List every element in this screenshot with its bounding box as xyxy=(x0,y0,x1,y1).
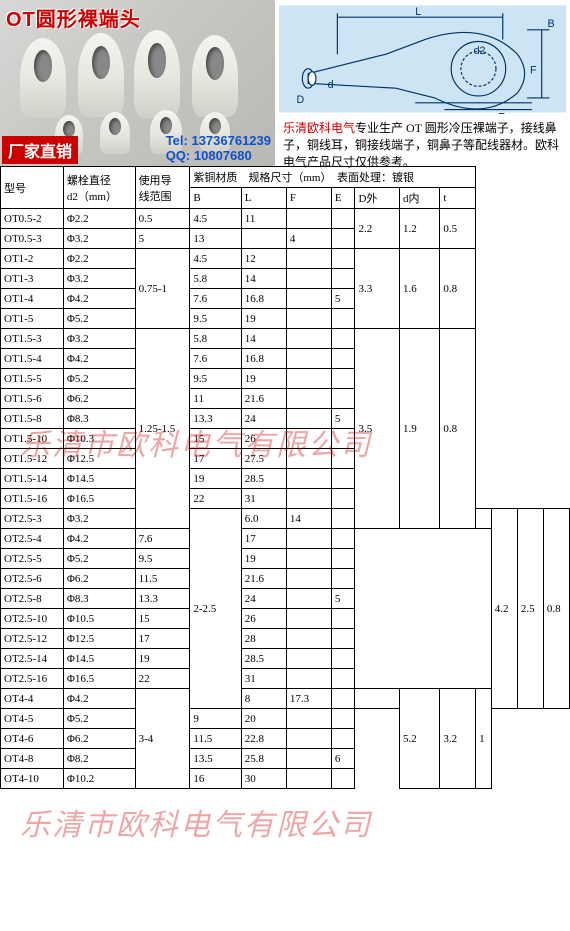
dimension-diagram: L B d2 F E D d xyxy=(279,4,566,114)
svg-text:D: D xyxy=(297,94,305,106)
table-row: OT2.5-14Φ14.51928.5 xyxy=(1,649,570,669)
col-L: L xyxy=(241,188,286,209)
col-t: t xyxy=(440,188,476,209)
product-description: 乐清欧科电气专业生产 OT 圆形冷压裸端子，接线鼻子，铜线耳，铜接线端子，铜鼻子… xyxy=(279,118,566,172)
table-row: OT2.5-4Φ4.27.617 xyxy=(1,529,570,549)
table-row: OT1.5-8Φ8.313.3245 xyxy=(1,409,570,429)
table-row: OT2.5-6Φ6.211.521.6 xyxy=(1,569,570,589)
col-model: 型号 xyxy=(1,167,64,209)
table-row: OT1.5-5Φ5.29.519 xyxy=(1,369,570,389)
table-row: OT2.5-12Φ12.51728 xyxy=(1,629,570,649)
table-row: OT1.5-14Φ14.51928.5 xyxy=(1,469,570,489)
table-row: OT2.5-10Φ10.51526 xyxy=(1,609,570,629)
col-E: E xyxy=(331,188,355,209)
table-row: OT1-5Φ5.29.519 xyxy=(1,309,570,329)
svg-text:d: d xyxy=(328,79,334,91)
product-title: OT圆形裸端头 xyxy=(0,0,147,35)
table-row: OT0.5-2Φ2.20.54.5112.21.20.5 xyxy=(1,209,570,229)
table-row: OT1.5-12Φ12.51727.5 xyxy=(1,449,570,469)
table-body: OT0.5-2Φ2.20.54.5112.21.20.5OT0.5-3Φ3.25… xyxy=(1,209,570,789)
col-F: F xyxy=(286,188,331,209)
top-section: OT圆形裸端头 厂家直销 Tel: 13736761239 QQ: 108076… xyxy=(0,0,570,166)
table-header: 型号 螺栓直径d2（mm） 使用导线范围 紫铜材质 规格尺寸（mm） 表面处理：… xyxy=(1,167,570,209)
svg-text:B: B xyxy=(548,18,555,30)
table-row: OT1-2Φ2.20.75-14.5123.31.60.8 xyxy=(1,249,570,269)
table-row: OT1.5-4Φ4.27.616.8 xyxy=(1,349,570,369)
qq-value: 10807680 xyxy=(194,148,252,163)
direct-sale-badge: 厂家直销 xyxy=(2,136,78,164)
col-wire: 使用导线范围 xyxy=(135,167,190,209)
table-row: OT1.5-16Φ16.52231 xyxy=(1,489,570,509)
tel-value: 13736761239 xyxy=(191,133,271,148)
table-row: OT1.5-10Φ10.31526 xyxy=(1,429,570,449)
svg-text:F: F xyxy=(530,65,537,77)
table-row: OT2.5-5Φ5.29.519 xyxy=(1,549,570,569)
table-row: OT2.5-8Φ8.313.3245 xyxy=(1,589,570,609)
svg-text:E: E xyxy=(498,111,505,114)
col-B: B xyxy=(190,188,241,209)
table-row: OT1.5-6Φ6.21121.6 xyxy=(1,389,570,409)
desc-company: 乐清欧科电气 xyxy=(283,121,355,135)
qq-label: QQ: xyxy=(166,148,191,163)
tel-label: Tel: xyxy=(166,133,188,148)
table-row: OT1.5-3Φ3.21.25-1.55.8143.51.90.8 xyxy=(1,329,570,349)
table-row: OT1-4Φ4.27.616.85 xyxy=(1,289,570,309)
spec-table: 型号 螺栓直径d2（mm） 使用导线范围 紫铜材质 规格尺寸（mm） 表面处理：… xyxy=(0,166,570,789)
col-din: d内 xyxy=(400,188,440,209)
table-row: OT4-4Φ4.23-4817.35.23.21 xyxy=(1,689,570,709)
svg-text:L: L xyxy=(415,6,421,18)
contact-info: Tel: 13736761239 QQ: 10807680 xyxy=(166,133,271,164)
watermark: 乐清市欧科电气有限公司 xyxy=(20,800,372,844)
table-row: OT0.5-3Φ3.25134 xyxy=(1,229,570,249)
table-row: OT2.5-16Φ16.52231 xyxy=(1,669,570,689)
table-row: OT1-3Φ3.25.814 xyxy=(1,269,570,289)
svg-text:d2: d2 xyxy=(474,45,486,57)
col-bolt: 螺栓直径d2（mm） xyxy=(63,167,135,209)
diagram-area: L B d2 F E D d 乐清欧科电气专业生产 OT 圆形冷压裸端子，接线鼻… xyxy=(275,0,570,166)
col-Dout: D外 xyxy=(355,188,400,209)
table-row: OT2.5-3Φ3.22-2.56.0144.22.50.8 xyxy=(1,509,570,529)
product-photo: OT圆形裸端头 厂家直销 Tel: 13736761239 QQ: 108076… xyxy=(0,0,275,166)
